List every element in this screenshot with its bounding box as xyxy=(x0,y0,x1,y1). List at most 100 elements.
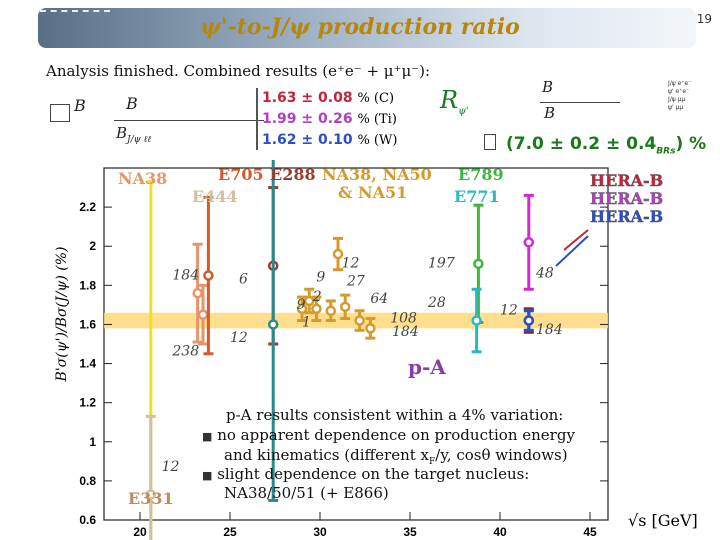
x-tick-label: 25 xyxy=(223,525,237,539)
data-label: 12 xyxy=(162,459,180,475)
y-tick-label: 1 xyxy=(89,435,96,449)
data-label: 2 xyxy=(312,289,322,305)
data-point xyxy=(296,303,308,315)
y-tick-label: 1.8 xyxy=(79,278,96,292)
title-decoration xyxy=(40,10,110,15)
data-label: 12 xyxy=(500,303,518,319)
data-label: 12 xyxy=(230,330,248,346)
formula-numerator: B xyxy=(126,94,138,113)
ratio-denominator: B xyxy=(544,104,556,122)
ratio-stack-labels: J/ψ e⁺e⁻ ψ' e⁺e⁻ J/ψ μμ ψ' μμ xyxy=(668,80,692,111)
experiment-label: E331 xyxy=(128,489,174,508)
result-tungsten-target: % (W) xyxy=(357,133,398,148)
data-point xyxy=(267,319,279,330)
note-bullet1: ■ no apparent dependence on production e… xyxy=(202,426,575,444)
y-tick-label: 2 xyxy=(89,239,96,253)
data-label: 9 xyxy=(316,269,325,285)
note-bullet2-cont: NA38/50/51 (+ E866) xyxy=(224,484,389,502)
x-tick-label: 40 xyxy=(493,525,507,539)
data-label: 12 xyxy=(342,256,360,272)
x-tick-label: 20 xyxy=(133,525,147,539)
data-label: 197 xyxy=(428,256,455,272)
bullet-icon: ■ xyxy=(202,430,213,443)
formula-b: B xyxy=(74,96,86,115)
note-bullet1-cont: and kinematics (different xF/y, cosθ win… xyxy=(224,446,568,467)
x-tick-label: 45 xyxy=(583,525,597,539)
data-point xyxy=(339,301,351,313)
experiment-label: HERA-B xyxy=(590,189,663,208)
plot-frame xyxy=(103,167,609,521)
experiment-label: p-A xyxy=(408,355,446,379)
data-label: 64 xyxy=(370,291,388,307)
experiment-label: NA38 xyxy=(118,169,167,188)
ratio-numerator: B xyxy=(542,78,554,96)
result-carbon-target: % (C) xyxy=(357,91,395,106)
x-axis-label: √s [GeV] xyxy=(628,511,698,530)
pointer-arrow xyxy=(563,229,589,251)
result-bracket xyxy=(256,88,258,150)
y-axis-label: B'σ(ψ')/Bσ(J/ψ) (%) xyxy=(54,247,70,383)
pointer-arrow xyxy=(555,235,589,267)
result-tungsten-value: 1.62 ± 0.10 xyxy=(262,132,353,148)
y-tick-label: 1.6 xyxy=(79,317,96,331)
data-point xyxy=(523,315,535,326)
note-bullet2: ■ slight dependence on the target nucleu… xyxy=(202,465,529,483)
data-point xyxy=(473,258,484,270)
data-point xyxy=(197,309,209,320)
data-label: 184 xyxy=(536,322,563,338)
final-ratio-value: (7.0 ± 0.2 ± 0.4BRs) % xyxy=(506,134,707,157)
result-carbon: 1.63 ± 0.08 % (C) xyxy=(262,90,394,106)
x-tick-label: 30 xyxy=(313,525,327,539)
result-carbon-value: 1.63 ± 0.08 xyxy=(262,90,353,106)
data-point xyxy=(203,270,214,281)
formula-denominator: BJ/ψ ℓℓ xyxy=(116,124,152,145)
experiment-label: HERA-B xyxy=(590,207,663,226)
y-tick-label: 1.4 xyxy=(79,357,96,371)
y-tick-label: 0.8 xyxy=(79,474,96,488)
data-point xyxy=(354,315,365,326)
data-label: 184 xyxy=(172,267,199,283)
experiment-label: E288 xyxy=(270,165,316,184)
data-label: 184 xyxy=(392,324,419,340)
data-label: 108 xyxy=(390,310,417,326)
bullet-icon: ■ xyxy=(202,469,213,482)
experiment-label: E705 xyxy=(218,165,264,184)
data-label: 9 xyxy=(297,297,306,313)
ratio-glyph-box xyxy=(484,134,496,150)
note-line1: p-A results consistent within a 4% varia… xyxy=(226,406,564,424)
data-label: 28 xyxy=(427,295,446,311)
title-bar xyxy=(38,8,696,48)
note-bullet1-text: no apparent dependence on production ene… xyxy=(217,426,575,444)
data-label: 6 xyxy=(239,271,248,287)
x-tick-label: 35 xyxy=(403,525,417,539)
y-tick-label: 0.6 xyxy=(79,513,96,527)
chart-svg: 0.6 0.8 1 1.2 1.4 1.6 1.8 2 2.2 20 25 30 35 40 45 B'σ(ψ… xyxy=(54,160,698,540)
data-point xyxy=(523,237,535,248)
data-point xyxy=(471,315,482,326)
data-point xyxy=(311,303,322,315)
note-bullet2-text: slight dependence on the target nucleus: xyxy=(217,465,530,483)
slide-title: ψ'-to-J/ψ production ratio xyxy=(200,14,520,40)
experiment-label: & NA51 xyxy=(338,183,407,202)
data-point xyxy=(192,287,203,299)
intro-text: Analysis finished. Combined results (e⁺e… xyxy=(46,62,431,80)
formula-glyph-box xyxy=(50,104,70,122)
result-titanium: 1.99 ± 0.26 % (Ti) xyxy=(262,111,397,127)
experiment-label: E771 xyxy=(454,187,500,206)
page-number: 19 xyxy=(696,12,712,26)
chart-area: 0.6 0.8 1 1.2 1.4 1.6 1.8 2 2.2 20 25 30 35 40 45 B'σ(ψ… xyxy=(0,160,720,540)
data-point xyxy=(325,305,337,317)
experiment-label: E789 xyxy=(458,165,504,184)
ratio-fraction-bar xyxy=(540,80,620,103)
data-label: 48 xyxy=(535,266,554,282)
data-label: 1 xyxy=(302,314,311,330)
data-label: 27 xyxy=(346,273,365,289)
experiment-label: E444 xyxy=(192,187,238,206)
data-label: 238 xyxy=(171,344,199,360)
data-point xyxy=(145,489,157,500)
result-tungsten: 1.62 ± 0.10 % (W) xyxy=(262,132,397,148)
data-point xyxy=(365,323,376,334)
y-tick-label: 2.2 xyxy=(79,200,96,214)
ratio-symbol: Rψ' xyxy=(440,86,469,117)
data-point xyxy=(332,248,344,260)
